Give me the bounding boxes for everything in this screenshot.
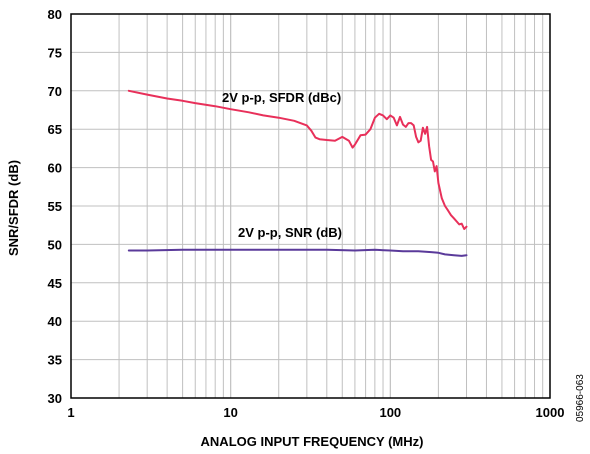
- figure-id: 05966-063: [575, 374, 586, 422]
- series-layer: [127, 89, 468, 257]
- x-axis-title: ANALOG INPUT FREQUENCY (MHz): [201, 434, 424, 449]
- y-tick-label: 35: [48, 353, 62, 368]
- y-tick-label: 50: [48, 237, 62, 252]
- y-tick-label: 55: [48, 199, 62, 214]
- y-tick-label: 75: [48, 45, 62, 60]
- sfdr-series-line: [127, 89, 468, 230]
- y-tick-labels: 30 35 40 45 50 55 60 65 70 75 80: [48, 7, 62, 406]
- y-tick-label: 40: [48, 314, 62, 329]
- series-label-sfdr: 2V p-p, SFDR (dBc): [222, 90, 341, 105]
- y-tick-label: 80: [48, 7, 62, 22]
- x-tick-label: 1: [67, 405, 74, 420]
- x-tick-label: 1000: [536, 405, 565, 420]
- grid-lines: [71, 14, 550, 398]
- y-axis-title: SNR/SFDR (dB): [6, 160, 21, 256]
- y-tick-label: 30: [48, 391, 62, 406]
- y-tick-label: 65: [48, 122, 62, 137]
- x-tick-labels: 1 10 100 1000: [67, 405, 564, 420]
- x-tick-label: 10: [223, 405, 237, 420]
- y-tick-label: 70: [48, 84, 62, 99]
- plot-frame: [70, 13, 551, 399]
- snr-series-line: [127, 248, 468, 257]
- x-tick-label: 100: [379, 405, 401, 420]
- y-tick-label: 60: [48, 161, 62, 176]
- series-label-snr: 2V p-p, SNR (dB): [238, 225, 342, 240]
- y-tick-label: 45: [48, 276, 62, 291]
